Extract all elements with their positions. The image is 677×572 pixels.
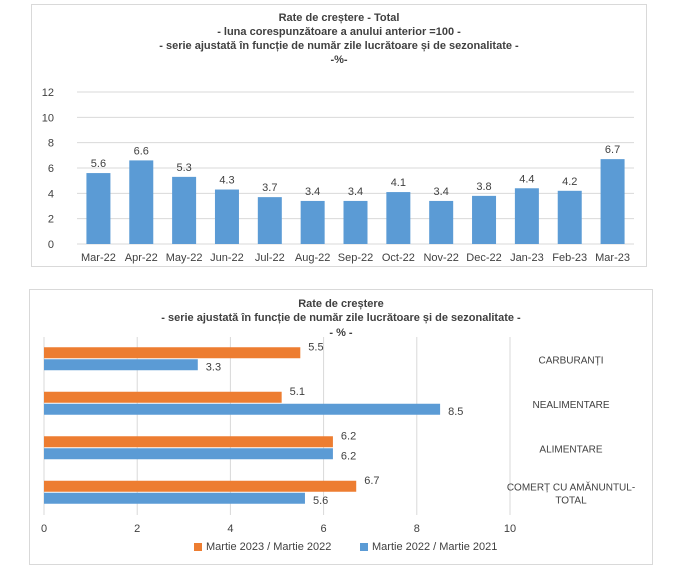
x-tick-label: May-22 [166, 252, 203, 264]
data-label: 5.6 [313, 495, 328, 507]
chart-title: Rate de creștere - Total [278, 12, 400, 24]
bar [343, 200, 368, 244]
bar [386, 192, 411, 244]
bar [129, 160, 154, 244]
x-tick-label: Aug-22 [295, 252, 330, 264]
x-tick-label: Apr-22 [125, 252, 158, 264]
category-label: CARBURANȚI [538, 355, 603, 366]
category-label: COMERȚ CU AMĂNUNTUL- [507, 480, 635, 493]
bar [472, 195, 497, 244]
data-label: 4.1 [391, 177, 406, 189]
category-growth-chart: 0 2 4 6 8 10 5.5 3.3 CARBURANȚI 5.1 8.5 NEALIMENTAR… [41, 337, 635, 535]
y-tick-label: 8 [48, 138, 54, 150]
data-label: 6.2 [341, 450, 356, 462]
y-tick-label: 6 [48, 163, 54, 175]
bar [300, 200, 325, 244]
bar [44, 492, 305, 504]
x-tick-label: Nov-22 [423, 252, 458, 264]
x-tick-label: Mar-23 [595, 252, 630, 264]
legend-swatch-blue [360, 543, 368, 551]
y-tick-label: 4 [48, 188, 54, 200]
data-label: 8.5 [448, 406, 463, 418]
data-label: 5.3 [176, 162, 191, 174]
x-tick-label: Jun-22 [210, 252, 244, 264]
y-tick-label: 12 [42, 87, 54, 99]
chart-subtitle-line-2: - % - [329, 327, 353, 339]
chart-title: Rate de creștere [298, 298, 384, 310]
x-tick-label: Jul-22 [255, 252, 285, 264]
data-label: 4.3 [219, 175, 234, 187]
bar [44, 448, 333, 460]
y-tick-label: 0 [48, 239, 54, 251]
bar [44, 391, 282, 403]
bar [257, 197, 282, 244]
data-label: 4.4 [519, 173, 534, 185]
data-label: 6.7 [605, 144, 620, 156]
y-tick-label: 2 [48, 214, 54, 226]
chart-subtitle-line-1: - serie ajustată în funcție de număr zil… [161, 312, 521, 324]
chart-panel-monthly: Rate de creștere - Total - luna corespun… [31, 4, 647, 267]
x-tick-label: Dec-22 [466, 252, 501, 264]
bar [44, 480, 357, 492]
data-label: 3.4 [305, 186, 320, 198]
x-tick-label: 0 [41, 523, 47, 535]
x-tick-label: 4 [227, 523, 233, 535]
bar [44, 403, 441, 415]
x-tick-label: 6 [321, 523, 327, 535]
chart-subtitle-line-1: - luna corespunzătoare a anului anterior… [217, 26, 461, 38]
legend-item-series-1: Martie 2023 / Martie 2022 [194, 541, 331, 553]
data-label: 6.2 [341, 430, 356, 442]
data-label: 3.4 [434, 186, 449, 198]
bar [214, 189, 239, 244]
data-label: 4.2 [562, 176, 577, 188]
legend-label: Martie 2022 / Martie 2021 [372, 541, 498, 553]
chart-panel-categories: Rate de creștere - serie ajustată în fun… [29, 289, 653, 565]
data-label: 5.1 [290, 386, 305, 398]
chart-subtitle-line-2: - serie ajustată în funcție de număr zil… [159, 40, 519, 52]
x-tick-label: Feb-23 [552, 252, 587, 264]
bar [44, 347, 301, 359]
legend-label: Martie 2023 / Martie 2022 [206, 541, 332, 553]
x-tick-label: 10 [504, 523, 516, 535]
category-label: ALIMENTARE [539, 444, 602, 455]
data-label: 3.3 [206, 361, 221, 373]
data-label: 3.4 [348, 186, 363, 198]
data-label: 3.8 [476, 181, 491, 193]
chart-subtitle-line-3: -%- [330, 54, 348, 66]
bar [557, 190, 582, 244]
x-tick-label: Sep-22 [338, 252, 373, 264]
bar [172, 176, 197, 244]
x-tick-label: 8 [414, 523, 420, 535]
bar [600, 159, 625, 244]
monthly-growth-chart: 0 2 4 6 8 10 12 5.6 Mar-22 6.6 Apr-22 5.3 May-22 4.3 J… [42, 87, 634, 264]
data-label: 5.6 [91, 158, 106, 170]
category-label: NEALIMENTARE [532, 400, 609, 411]
bar [44, 436, 333, 448]
data-label: 6.7 [364, 475, 379, 487]
legend-swatch-orange [194, 543, 202, 551]
x-tick-label: Jan-23 [510, 252, 544, 264]
data-label: 6.6 [134, 145, 149, 157]
data-label: 3.7 [262, 182, 277, 194]
data-label: 5.5 [308, 341, 323, 353]
legend-item-series-2: Martie 2022 / Martie 2021 [360, 541, 497, 553]
x-tick-label: 2 [134, 523, 140, 535]
category-label: TOTAL [555, 495, 587, 506]
bar [514, 188, 539, 244]
bar [44, 359, 198, 371]
bar [86, 173, 111, 244]
y-tick-label: 10 [42, 112, 54, 124]
bar [429, 200, 454, 244]
x-tick-label: Mar-22 [81, 252, 116, 264]
x-tick-label: Oct-22 [382, 252, 415, 264]
